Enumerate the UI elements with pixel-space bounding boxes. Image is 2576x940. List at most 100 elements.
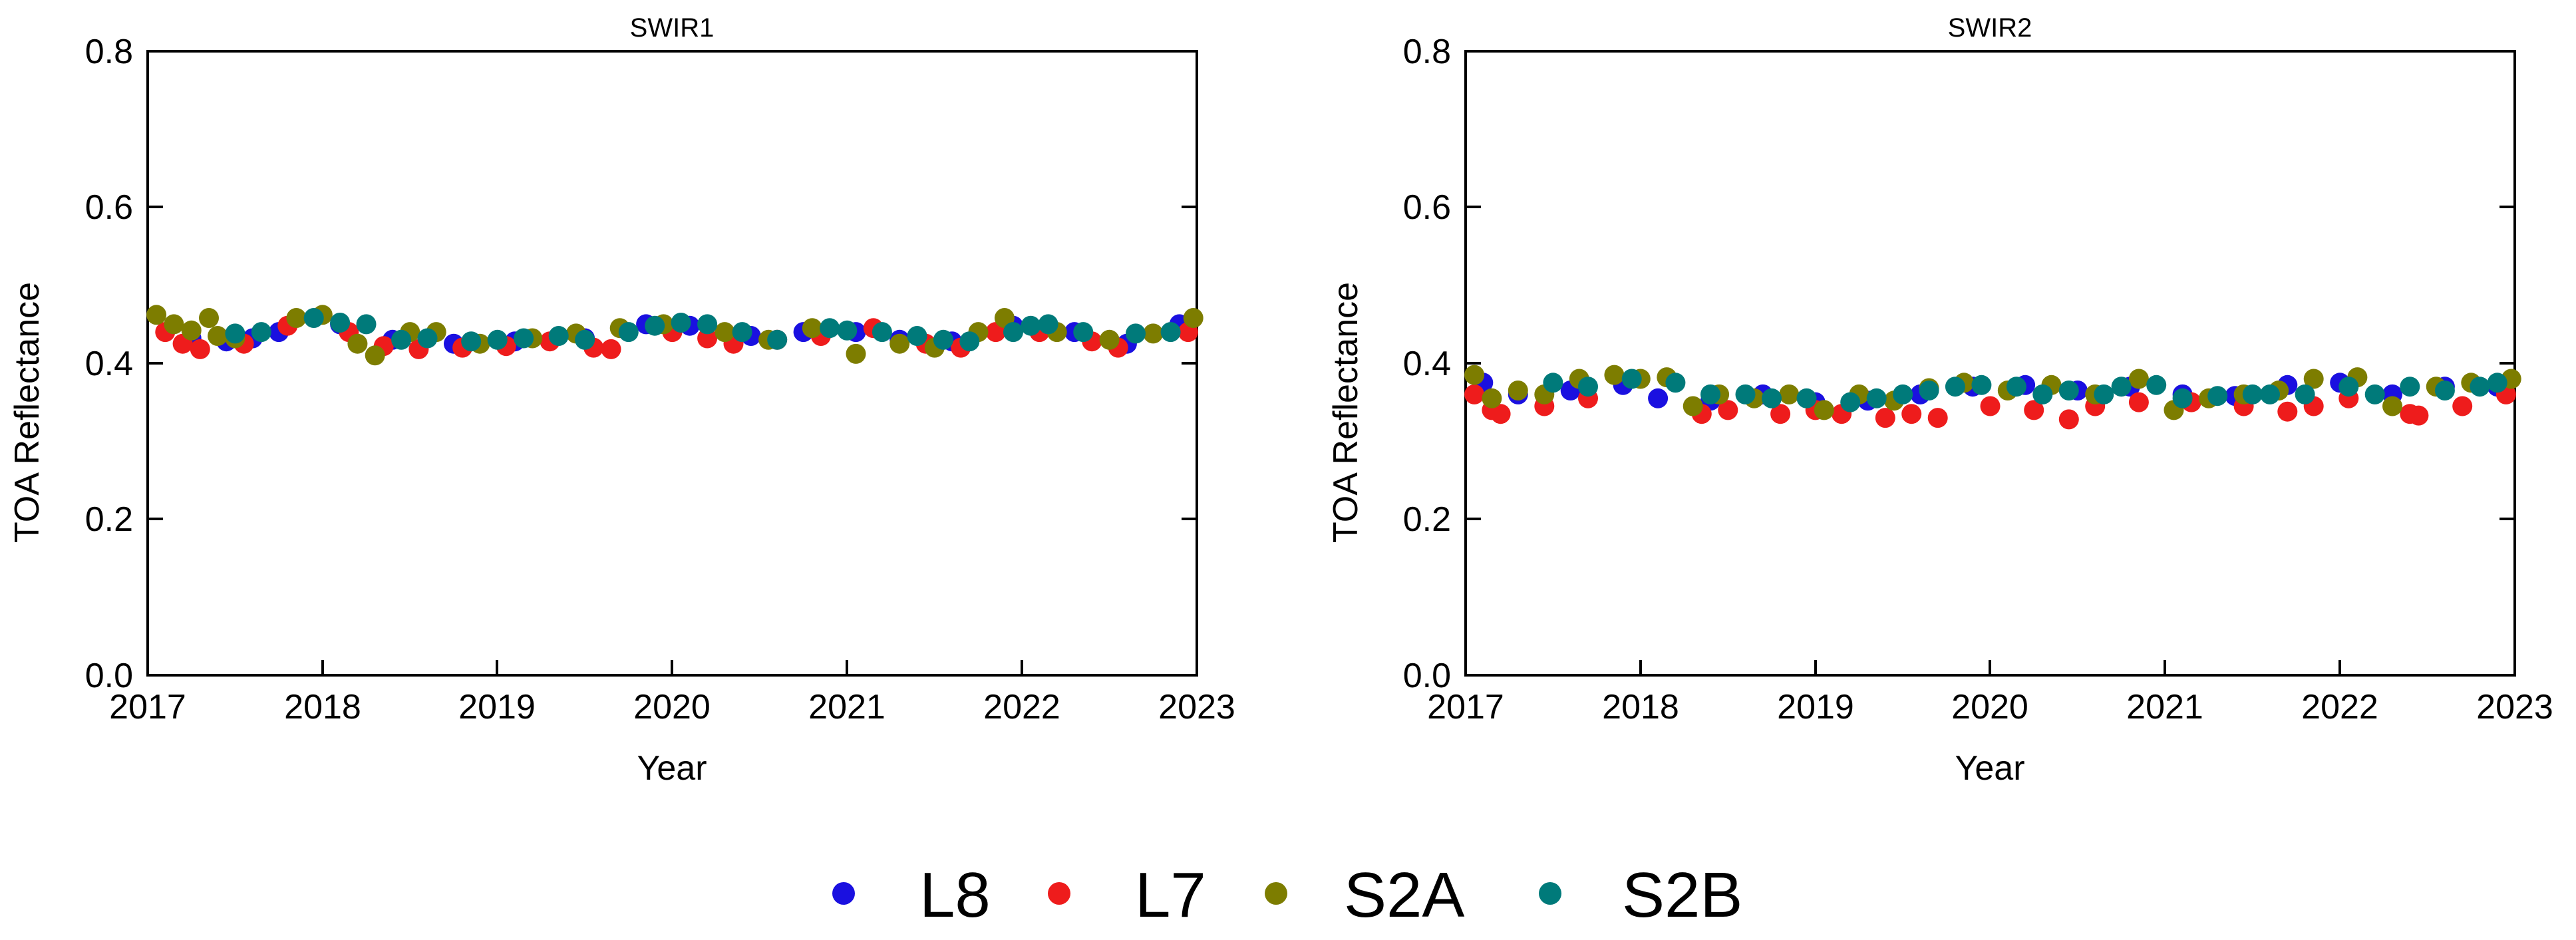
data-point-s2a	[1604, 365, 1625, 385]
y-tick-label: 0.2	[85, 500, 133, 539]
data-point-s2b	[2207, 386, 2228, 406]
data-point-s2a	[802, 318, 822, 339]
data-point-s2b	[1840, 392, 1861, 412]
data-point-s2a	[1143, 323, 1164, 344]
data-point-s2b	[1126, 323, 1146, 344]
data-point-s2a	[181, 320, 202, 341]
legend-label-l8: L8	[919, 860, 991, 931]
y-tick-label: 0.2	[1403, 500, 1451, 539]
data-point-s2b	[1021, 315, 1041, 336]
legend-label-l7: L7	[1135, 860, 1206, 931]
x-tick-marks	[146, 660, 1198, 675]
data-point-s2a	[365, 345, 385, 366]
data-point-s2b	[514, 328, 534, 349]
x-tick-label: 2018	[284, 688, 361, 726]
y-tick-labels: 0.0 0.2 0.4 0.6 0.8	[85, 33, 133, 695]
data-point-l7	[1464, 384, 1485, 404]
data-point-l7	[697, 328, 718, 349]
y-axis-label: TOA Reflectance	[1327, 282, 1365, 543]
data-point-s2b	[2006, 377, 2026, 397]
data-point-s2a	[347, 333, 368, 354]
data-point-l7	[1901, 404, 1922, 424]
y-tick-label: 0.8	[85, 33, 133, 71]
data-point-s2b	[1003, 322, 1023, 343]
x-tick-marks	[1464, 660, 2516, 675]
x-tick-label: 2022	[2301, 688, 2378, 726]
data-point-l7	[601, 339, 621, 359]
data-point-s2b	[461, 331, 482, 352]
x-tick-label: 2020	[633, 688, 711, 726]
data-point-s2b	[1073, 322, 1094, 343]
data-point-s2a	[208, 326, 228, 346]
data-point-s2b	[1796, 388, 1817, 408]
x-tick-label: 2017	[1427, 688, 1504, 726]
data-point-s2a	[286, 308, 307, 328]
data-point-s2b	[872, 322, 892, 343]
data-point-s2b	[1866, 388, 1887, 408]
data-point-s2b	[2111, 377, 2132, 397]
chart-title: SWIR1	[630, 13, 715, 43]
data-point-s2b	[391, 329, 412, 350]
data-point-s2b	[1038, 314, 1058, 335]
data-point-s2a	[1508, 381, 1528, 400]
y-axis-label: TOA Reflectance	[8, 282, 47, 543]
data-point-s2b	[2295, 384, 2315, 404]
x-tick-label: 2018	[1602, 688, 1679, 726]
data-point-s2a	[199, 308, 219, 328]
data-point-s2b	[732, 322, 752, 343]
data-point-s2b	[907, 326, 927, 346]
x-tick-label: 2023	[2476, 688, 2553, 726]
x-tick-labels: 2017 2018 2019 2020 2021 2022 2023	[109, 688, 1235, 726]
legend-marker-s2b	[1539, 882, 1561, 905]
x-tick-label: 2019	[458, 688, 536, 726]
legend-label-s2a: S2A	[1344, 860, 1464, 931]
y-tick-marks	[1466, 50, 2515, 677]
data-point-s2b	[1735, 384, 1756, 404]
legend-marker-l8	[832, 882, 855, 905]
data-point-s2b	[2032, 384, 2053, 404]
data-point-l7	[1980, 396, 2001, 416]
data-point-s2a	[1464, 365, 1485, 385]
data-point-s2b	[548, 326, 569, 346]
data-point-s2b	[2470, 377, 2490, 397]
data-point-l7	[1718, 400, 1738, 420]
data-point-s2a	[1779, 384, 1800, 404]
data-point-s2b	[2094, 384, 2114, 404]
legend-label-s2b: S2B	[1622, 860, 1742, 931]
data-point-l7	[2277, 401, 2298, 422]
data-point-l7	[1927, 408, 1948, 428]
data-point-l7	[2128, 392, 2149, 412]
data-point-s2a	[2382, 396, 2402, 416]
data-point-s2b	[2434, 381, 2455, 400]
data-point-s2b	[1700, 384, 1720, 404]
data-point-l7	[2058, 409, 2079, 430]
x-axis-label: Year	[1955, 749, 2024, 788]
data-point-l7	[2408, 405, 2429, 426]
data-point-l7	[1875, 408, 1895, 428]
y-tick-marks	[148, 50, 1197, 677]
legend-marker-s2a	[1265, 882, 1287, 905]
data-point-s2b	[225, 323, 245, 344]
legend: L8 L7 S2A S2B	[832, 860, 1742, 931]
data-point-s2b	[1893, 384, 1913, 404]
data-point-s2b	[2242, 384, 2263, 404]
data-point-s2b	[618, 322, 639, 343]
y-tick-labels: 0.0 0.2 0.4 0.6 0.8	[1403, 33, 1451, 695]
data-point-s2b	[2487, 373, 2507, 393]
data-point-l7	[2452, 396, 2473, 416]
data-point-s2b	[2364, 384, 2385, 404]
data-point-s2a	[846, 343, 866, 364]
chart-swir2: SWIR2 TOA Reflectance Year	[1327, 13, 2553, 788]
data-point-s2b	[959, 331, 980, 352]
data-point-s2b	[417, 328, 438, 349]
data-point-s2b	[2058, 381, 2079, 400]
y-tick-label: 0.0	[85, 657, 133, 695]
data-point-s2a	[2303, 369, 2324, 389]
data-point-s2b	[1919, 381, 1939, 400]
data-point-s2b	[820, 318, 840, 339]
data-point-l8	[1648, 388, 1669, 408]
data-point-s2b	[487, 329, 508, 350]
data-point-s2b	[933, 329, 953, 350]
data-point-s2a	[1814, 400, 1834, 420]
